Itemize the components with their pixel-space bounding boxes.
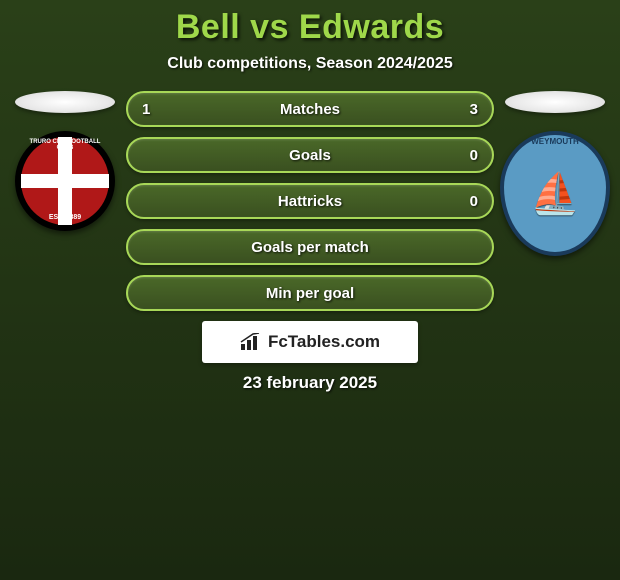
right-side: WEYMOUTH ⛵ — [500, 91, 610, 256]
page-title: Bell vs Edwards — [0, 8, 620, 47]
ship-icon: ⛵ — [530, 170, 580, 217]
chart-icon — [240, 333, 262, 351]
crest-cross-horizontal — [21, 178, 109, 184]
stat-label: Min per goal — [266, 285, 354, 302]
date-text: 23 february 2025 — [126, 373, 494, 393]
crest-left-inner: TRURO CITY FOOTBALL CLUB EST. 1889 — [21, 137, 109, 225]
stats-column: 1 Matches 3 Goals 0 Hattricks 0 Goals pe… — [120, 91, 500, 393]
stat-label: Goals — [289, 147, 331, 164]
crest-left-bottom-text: EST. 1889 — [21, 214, 109, 221]
crest-right-inner: ⛵ — [514, 145, 596, 242]
player-silhouette-left — [15, 91, 115, 113]
left-side: TRURO CITY FOOTBALL CLUB EST. 1889 — [10, 91, 120, 231]
subtitle: Club competitions, Season 2024/2025 — [0, 55, 620, 73]
stat-row-goals: Goals 0 — [126, 137, 494, 173]
branding-text: FcTables.com — [268, 332, 380, 352]
stat-label: Matches — [280, 101, 340, 118]
stat-right-value: 0 — [470, 147, 478, 164]
club-crest-right: WEYMOUTH ⛵ — [500, 131, 610, 256]
comparison-card: Bell vs Edwards Club competitions, Seaso… — [0, 0, 620, 393]
stat-right-value: 3 — [470, 101, 478, 118]
stat-row-matches: 1 Matches 3 — [126, 91, 494, 127]
main-layout: TRURO CITY FOOTBALL CLUB EST. 1889 1 Mat… — [0, 91, 620, 393]
stat-right-value: 0 — [470, 193, 478, 210]
stat-row-hattricks: Hattricks 0 — [126, 183, 494, 219]
stat-row-goals-per-match: Goals per match — [126, 229, 494, 265]
stat-label: Goals per match — [251, 239, 369, 256]
club-crest-left: TRURO CITY FOOTBALL CLUB EST. 1889 — [15, 131, 115, 231]
stat-left-value: 1 — [142, 101, 150, 118]
branding-badge: FcTables.com — [202, 321, 418, 363]
stat-label: Hattricks — [278, 193, 342, 210]
player-silhouette-right — [505, 91, 605, 113]
stat-row-min-per-goal: Min per goal — [126, 275, 494, 311]
